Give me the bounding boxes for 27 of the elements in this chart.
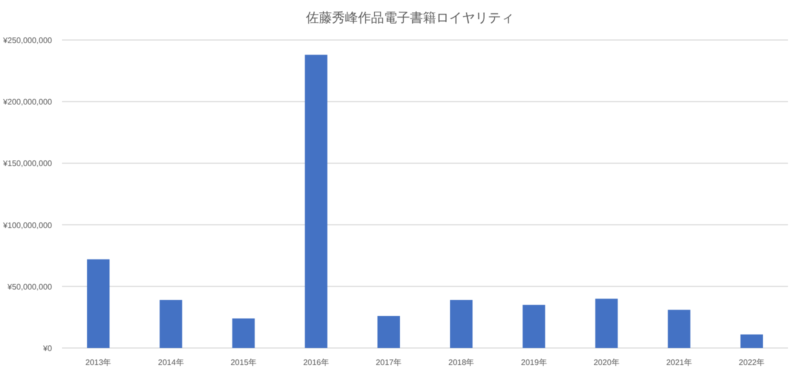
x-tick-label: 2017年 — [376, 358, 402, 367]
bar — [377, 316, 400, 348]
bar — [740, 334, 763, 348]
y-tick-label: ¥150,000,000 — [2, 159, 53, 168]
y-tick-label: ¥50,000,000 — [6, 282, 53, 292]
y-tick-label: ¥250,000,000 — [2, 36, 53, 45]
x-tick-label: 2020年 — [594, 358, 620, 367]
y-tick-label: ¥100,000,000 — [2, 220, 53, 230]
bar — [668, 310, 690, 348]
x-tick-label: 2018年 — [448, 358, 474, 367]
y-tick-label: ¥200,000,000 — [2, 98, 53, 107]
bar — [232, 318, 255, 348]
bar — [450, 300, 473, 348]
x-tick-label: 2013年 — [85, 358, 112, 367]
x-tick-label: 2015年 — [230, 358, 256, 367]
y-tick-label: ¥0 — [42, 344, 53, 353]
x-tick-label: 2019年 — [521, 358, 547, 367]
bar — [160, 300, 182, 348]
x-tick-label: 2014年 — [158, 358, 184, 367]
bar — [595, 298, 618, 348]
bar — [87, 259, 110, 348]
x-tick-label: 2022年 — [738, 358, 765, 367]
chart-title: 佐藤秀峰作品電子書籍ロイヤリティ — [306, 10, 514, 25]
bar — [304, 54, 328, 348]
bar — [522, 304, 546, 348]
x-tick-label: 2016年 — [303, 358, 329, 367]
x-tick-label: 2021年 — [666, 358, 692, 367]
